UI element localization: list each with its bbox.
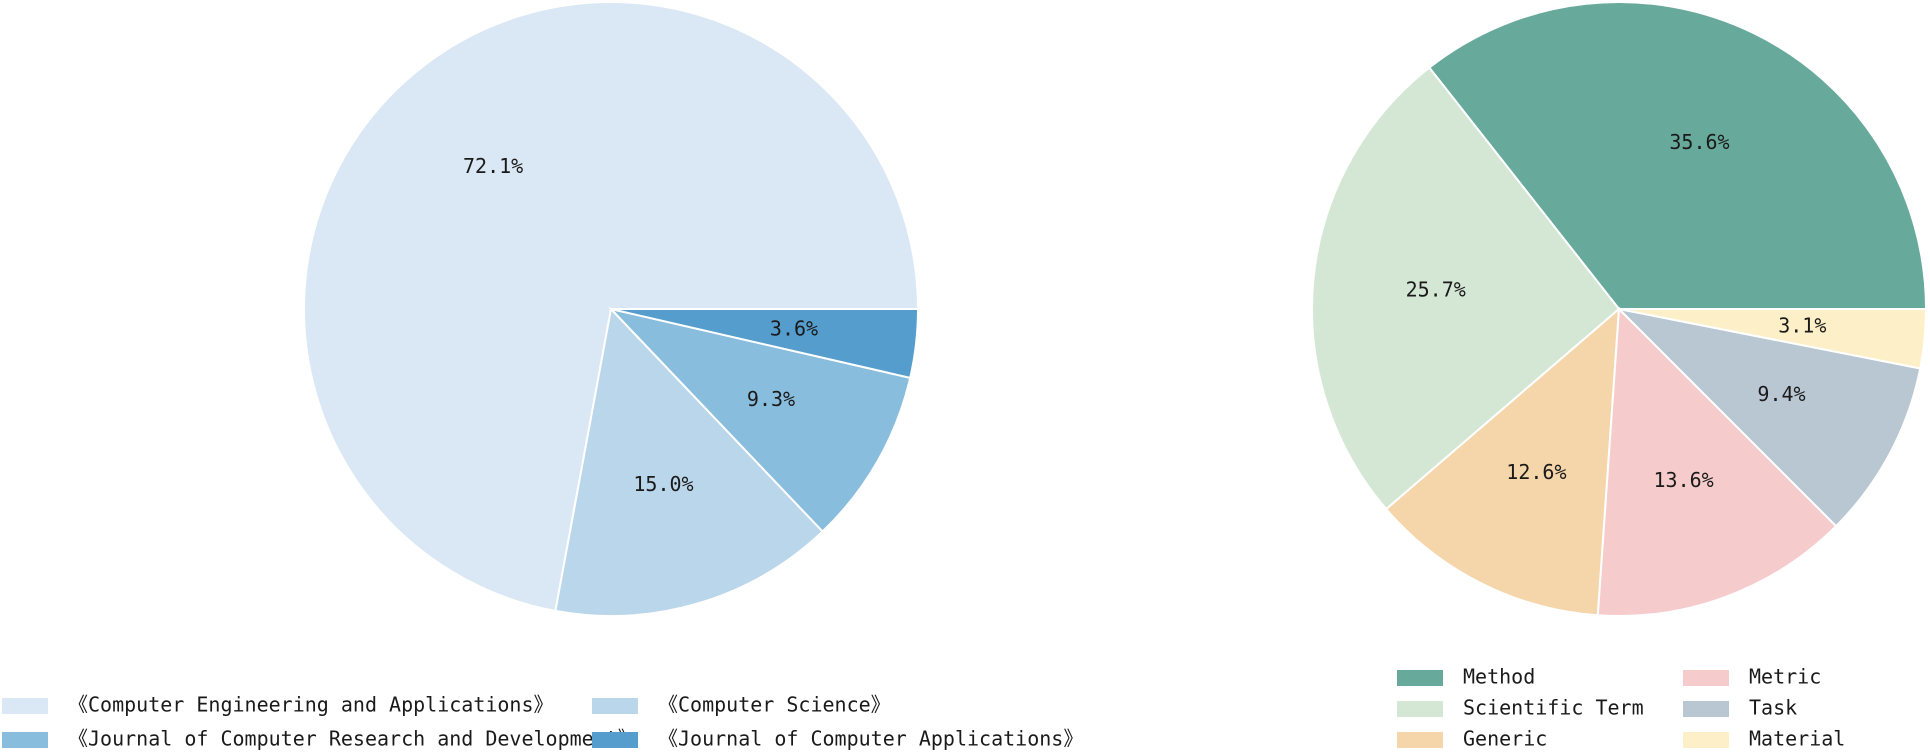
legend-label: Metric: [1749, 665, 1821, 689]
legend-label: Generic: [1463, 727, 1547, 751]
legend-label: Material: [1749, 727, 1845, 751]
legend-label: 《Journal of Computer Research and Develo…: [68, 727, 638, 751]
legend-item-generic: Generic: [1397, 727, 1547, 751]
legend-item-computer-science: 《Computer Science》: [592, 693, 891, 717]
legend-item-metric: Metric: [1683, 665, 1821, 689]
legend-swatch: [2, 698, 48, 714]
journal-legend: 《Computer Engineering and Applications》《…: [2, 693, 1083, 751]
legend-swatch: [592, 732, 638, 748]
slice-label-generic: 12.6%: [1506, 460, 1566, 484]
legend-swatch: [1683, 732, 1729, 748]
slice-label-task: 9.4%: [1757, 382, 1805, 406]
legend-swatch: [1683, 701, 1729, 717]
entity-type-pie: 35.6% 25.7% 12.6% 13.6% 9.4% 3.1%: [1311, 1, 1928, 617]
legend-label: 《Computer Science》: [658, 693, 891, 717]
legend-label: 《Journal of Computer Applications》: [658, 727, 1083, 751]
legend-item-task: Task: [1683, 696, 1797, 720]
legend-label: Scientific Term: [1463, 696, 1644, 720]
slice-label-metric: 13.6%: [1653, 468, 1713, 492]
legend-item-scientific-term: Scientific Term: [1397, 696, 1644, 720]
pie-slice-scientific-term: [1311, 66, 1621, 511]
legend-item-material: Material: [1683, 727, 1845, 751]
entity-type-legend: Method Scientific Term Generic Metric Task Ma…: [1397, 665, 1845, 751]
legend-swatch: [2, 732, 48, 748]
legend-item-journal-of-computer-research-and-development: 《Journal of Computer Research and Develo…: [2, 727, 638, 751]
legend-swatch: [1397, 670, 1443, 686]
slice-label-journal-of-computer-research-and-development: 9.3%: [747, 387, 795, 411]
slice-label-computer-science: 15.0%: [633, 472, 693, 496]
legend-item-method: Method: [1397, 665, 1535, 689]
pie-slice-journal-of-computer-research-and-development: [607, 307, 912, 533]
legend-swatch: [592, 698, 638, 714]
slice-label-material: 3.1%: [1778, 313, 1826, 337]
pie-slice-material: [1618, 308, 1928, 370]
slice-label-journal-of-computer-applications: 3.6%: [770, 316, 818, 340]
pie-slice-computer-engineering-and-applications: [303, 1, 920, 613]
pie-slice-journal-of-computer-applications: [610, 308, 920, 380]
pie-slice-metric: [1596, 306, 1838, 617]
pie-slice-generic: [1384, 306, 1621, 617]
legend-item-journal-of-computer-applications: 《Journal of Computer Applications》: [592, 727, 1083, 751]
legend-label: Method: [1463, 665, 1535, 689]
legend-swatch: [1397, 701, 1443, 717]
pie-slice-method: [1427, 1, 1928, 310]
slice-label-scientific-term: 25.7%: [1406, 278, 1466, 302]
slice-label-computer-engineering-and-applications: 72.1%: [463, 154, 523, 178]
legend-label: Task: [1749, 696, 1797, 720]
legend-item-computer-engineering-and-applications: 《Computer Engineering and Applications》: [2, 693, 554, 717]
legend-swatch: [1683, 670, 1729, 686]
journal-distribution-pie: 72.1% 15.0% 9.3% 3.6%: [303, 1, 920, 617]
pie-slice-computer-science: [554, 306, 824, 617]
slice-label-method: 35.6%: [1669, 130, 1729, 154]
legend-swatch: [1397, 732, 1443, 748]
legend-label: 《Computer Engineering and Applications》: [68, 693, 554, 717]
pie-slice-task: [1615, 307, 1922, 528]
